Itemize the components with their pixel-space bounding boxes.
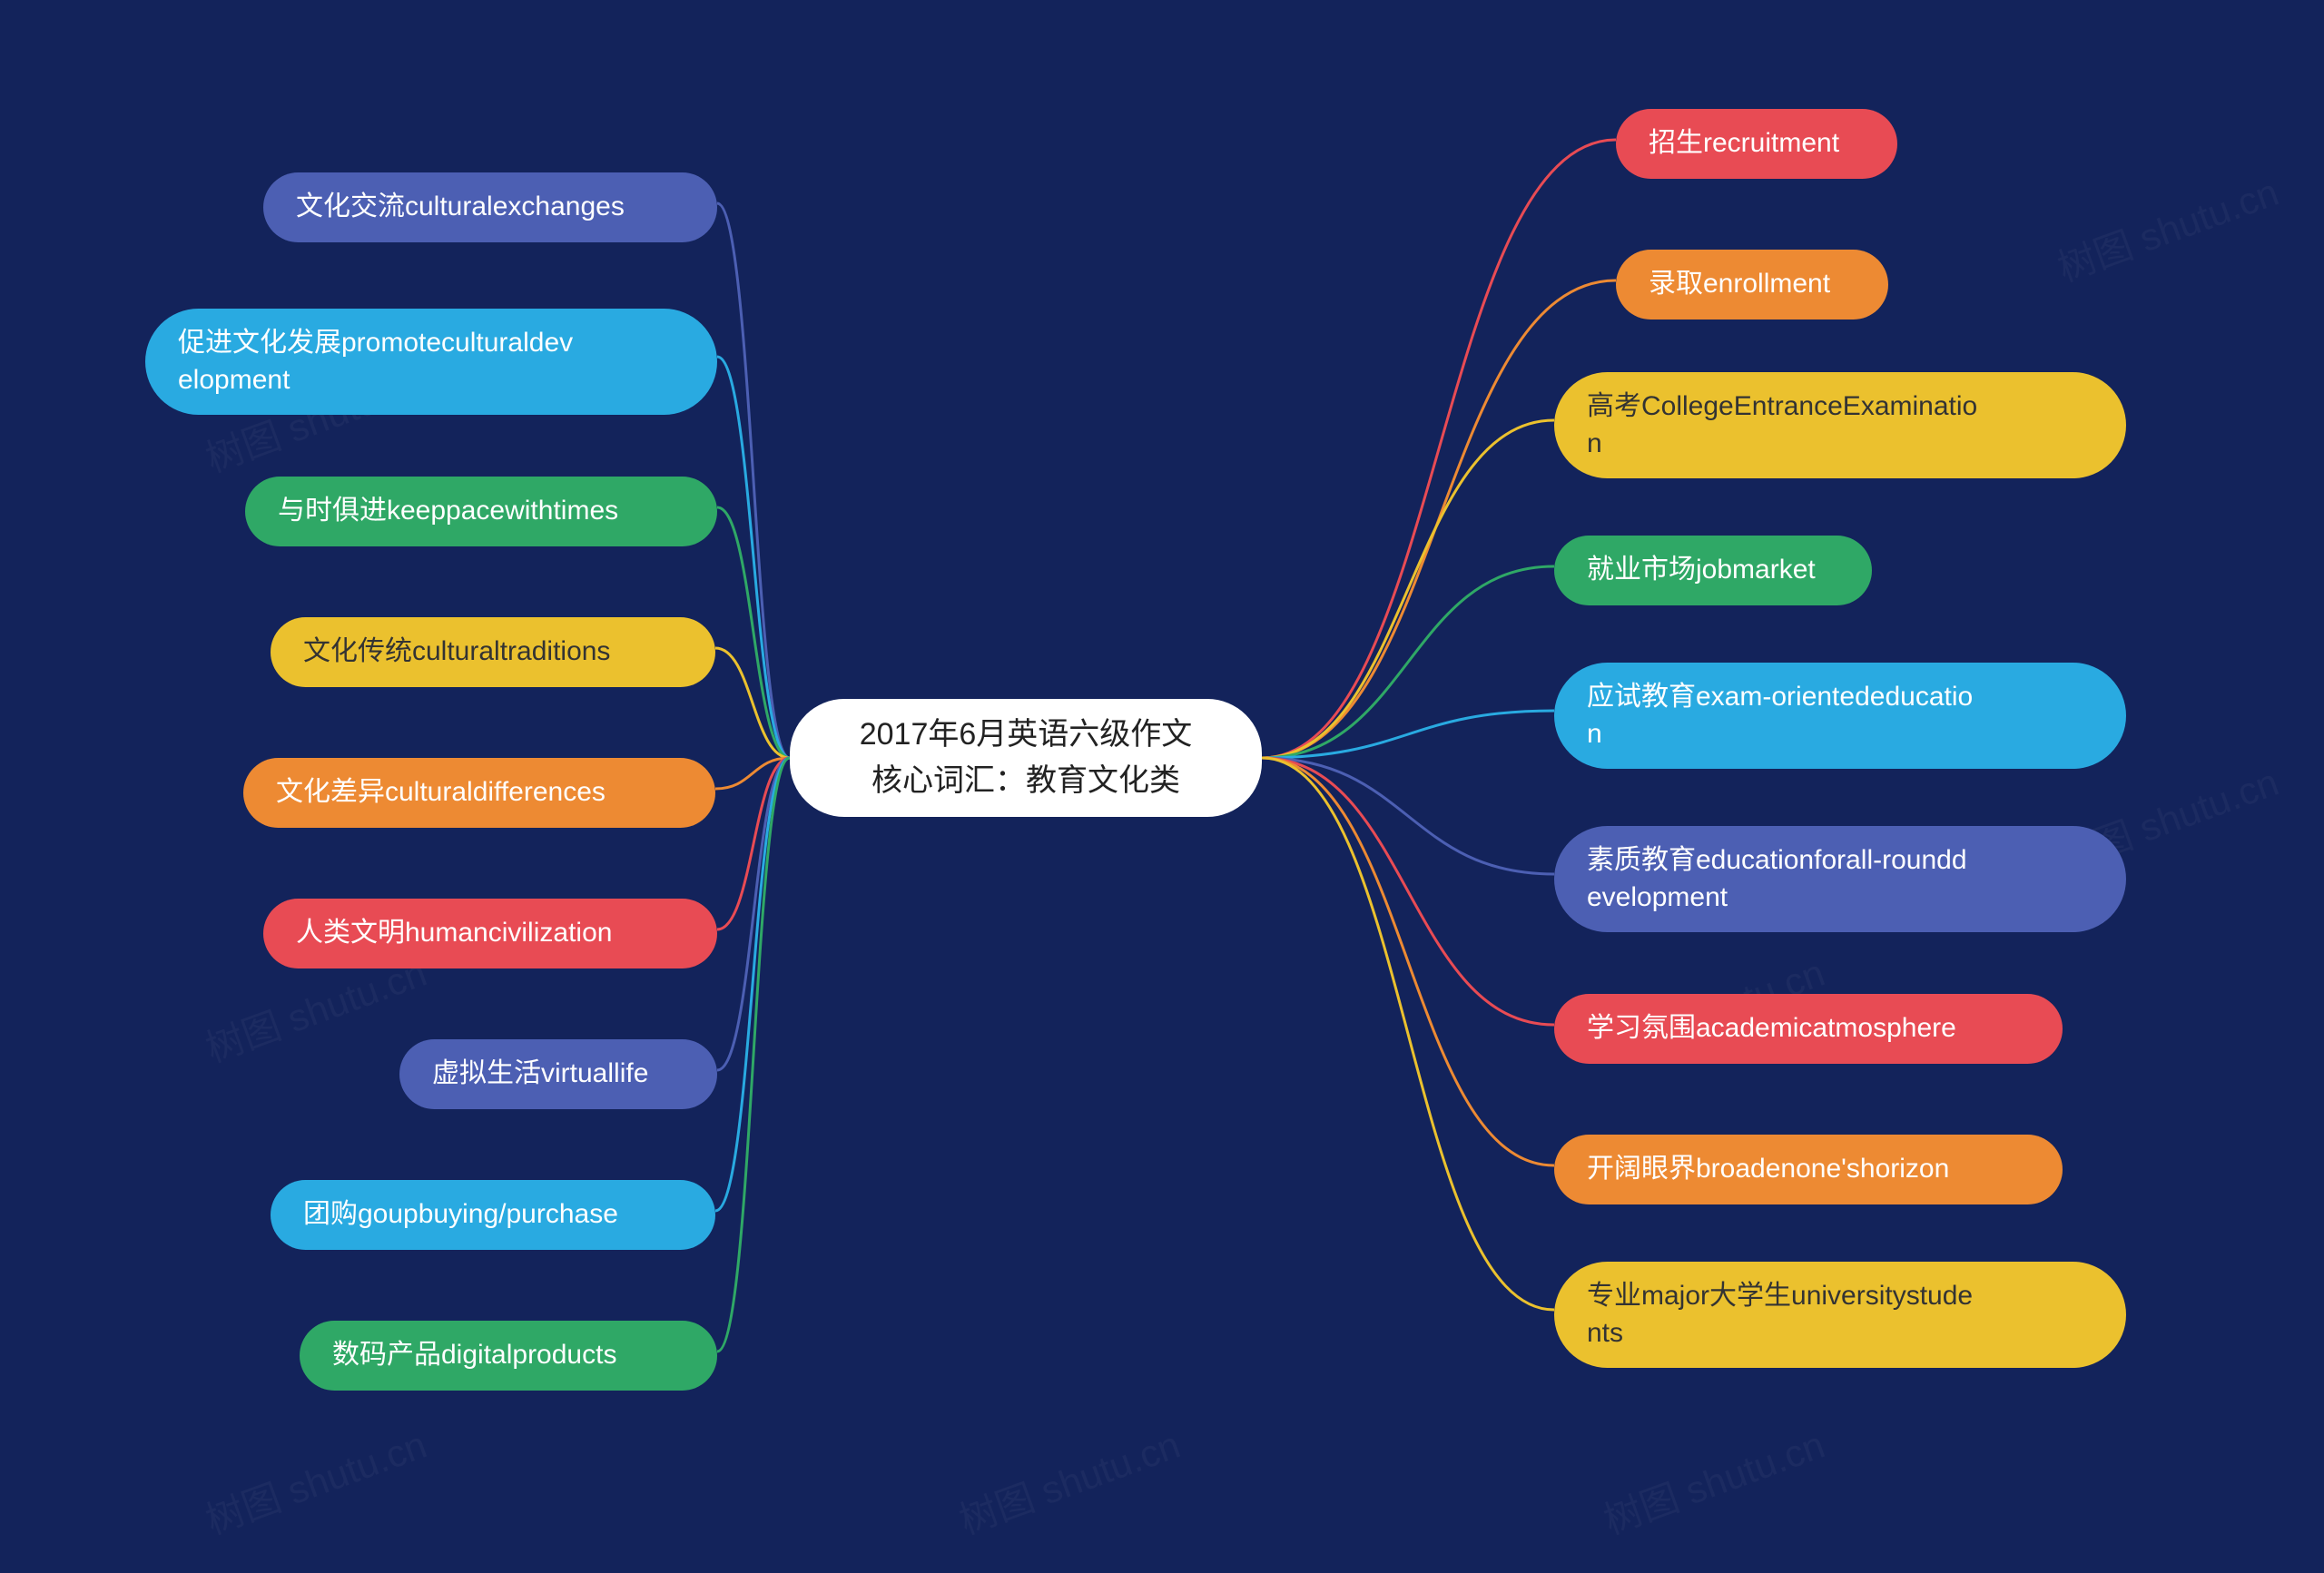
connector [715,758,790,789]
watermark: 树图 shutu.cn [2049,162,2285,292]
connector [1262,758,1554,1310]
connector [717,203,790,758]
node-label: 开阔眼界broadenone'shorizon [1587,1151,1949,1188]
node-label: 文化传统culturaltraditions [303,634,610,671]
right-branch-node[interactable]: 高考CollegeEntranceExamination [1554,372,2126,478]
connector [1262,758,1554,874]
watermark: 树图 shutu.cn [197,1414,433,1545]
left-branch-node[interactable]: 促进文化发展promoteculturaldevelopment [145,309,717,415]
connector [717,758,790,1070]
right-branch-node[interactable]: 应试教育exam-orientededucation [1554,663,2126,769]
center-line1: 2017年6月英语六级作文 [860,712,1193,758]
left-branch-node[interactable]: 文化差异culturaldifferences [243,758,715,828]
center-line2: 核心词汇：教育文化类 [860,758,1193,804]
connector [1262,566,1554,758]
connector [1262,758,1554,1165]
right-branch-node[interactable]: 开阔眼界broadenone'shorizon [1554,1135,2063,1204]
connector [717,758,790,929]
node-label: 人类文明humancivilization [296,915,612,952]
node-label: 促进文化发展promoteculturaldevelopment [178,325,573,398]
node-label: 高考CollegeEntranceExamination [1587,388,1977,462]
right-branch-node[interactable]: 就业市场jobmarket [1554,536,1872,605]
right-branch-node[interactable]: 招生recruitment [1616,109,1897,179]
node-label: 文化差异culturaldifferences [276,774,606,811]
node-label: 素质教育educationforall-rounddevelopment [1587,842,1967,916]
connector [1262,711,1554,758]
left-branch-node[interactable]: 文化交流culturalexchanges [263,172,717,242]
connector [1262,420,1554,758]
node-label: 数码产品digitalproducts [332,1337,616,1374]
node-label: 专业major大学生universitystudents [1587,1278,1973,1352]
connector [1262,758,1554,1025]
right-branch-node[interactable]: 专业major大学生universitystudents [1554,1262,2126,1368]
right-branch-node[interactable]: 录取enrollment [1616,250,1888,320]
right-branch-node[interactable]: 学习氛围academicatmosphere [1554,994,2063,1064]
right-branch-node[interactable]: 素质教育educationforall-rounddevelopment [1554,826,2126,932]
left-branch-node[interactable]: 与时俱进keeppacewithtimes [245,477,717,546]
connector [715,758,790,1211]
node-label: 录取enrollment [1649,266,1830,303]
node-label: 与时俱进keeppacewithtimes [278,493,618,530]
node-label: 应试教育exam-orientededucation [1587,679,1973,752]
left-branch-node[interactable]: 数码产品digitalproducts [300,1321,717,1391]
node-label: 就业市场jobmarket [1587,552,1816,589]
connector [717,758,790,1352]
left-branch-node[interactable]: 团购goupbuying/purchase [271,1180,715,1250]
mindmap-canvas: 树图 shutu.cn 树图 shutu.cn 树图 shutu.cn 树图 shut… [0,0,2324,1573]
connector [717,357,790,758]
node-label: 虚拟生活virtuallife [432,1056,648,1093]
connector [717,507,790,758]
node-label: 招生recruitment [1649,125,1839,162]
left-branch-node[interactable]: 文化传统culturaltraditions [271,617,715,687]
watermark: 树图 shutu.cn [950,1414,1187,1545]
center-node[interactable]: 2017年6月英语六级作文核心词汇：教育文化类 [790,699,1262,817]
node-label: 团购goupbuying/purchase [303,1196,618,1234]
connector [715,648,790,758]
node-label: 学习氛围academicatmosphere [1587,1010,1956,1047]
left-branch-node[interactable]: 虚拟生活virtuallife [399,1039,717,1109]
left-branch-node[interactable]: 人类文明humancivilization [263,899,717,968]
watermark: 树图 shutu.cn [1595,1414,1831,1545]
node-label: 文化交流culturalexchanges [296,189,625,226]
